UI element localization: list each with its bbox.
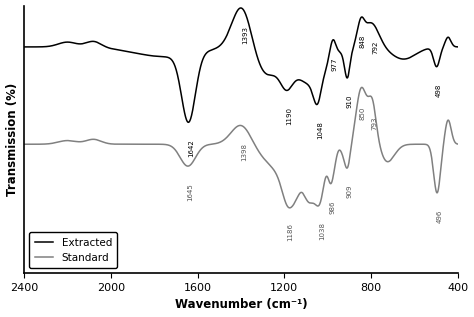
Text: 986: 986 [330,201,336,214]
Line: Extracted: Extracted [24,8,458,122]
Text: 977: 977 [332,57,338,71]
Line: Standard: Standard [24,87,458,208]
Standard [287,206,292,210]
Standard [359,86,365,89]
Extracted [173,66,178,70]
Standard [455,142,461,146]
Text: 1645: 1645 [187,183,193,201]
Text: 1393: 1393 [242,26,248,44]
Text: 1642: 1642 [188,139,194,157]
Extracted [21,45,27,49]
Standard [131,142,137,146]
Text: 1038: 1038 [319,222,325,240]
Standard [173,148,178,152]
Standard [289,204,295,208]
X-axis label: Wavenumber (cm⁻¹): Wavenumber (cm⁻¹) [175,298,307,311]
Extracted [98,42,104,46]
Extracted [238,6,244,10]
Extracted [131,51,137,55]
Text: 498: 498 [436,84,442,97]
Text: 793: 793 [372,117,378,131]
Text: 1186: 1186 [287,223,293,241]
Extracted [185,120,191,124]
Extracted [455,45,461,49]
Legend: Extracted, Standard: Extracted, Standard [29,232,117,268]
Text: 848: 848 [360,35,366,49]
Extracted [195,79,201,83]
Standard [195,152,201,156]
Text: 910: 910 [346,95,353,108]
Text: 909: 909 [346,184,353,198]
Standard [98,139,104,143]
Text: 1048: 1048 [317,121,323,139]
Text: 792: 792 [372,41,378,54]
Extracted [289,83,295,87]
Extracted [376,32,382,36]
Text: 496: 496 [436,210,442,223]
Y-axis label: Transmission (%): Transmission (%) [6,83,18,196]
Text: 1190: 1190 [286,107,292,126]
Text: 850: 850 [359,107,365,120]
Standard [21,142,27,146]
Text: 1398: 1398 [241,143,247,161]
Standard [376,139,382,143]
